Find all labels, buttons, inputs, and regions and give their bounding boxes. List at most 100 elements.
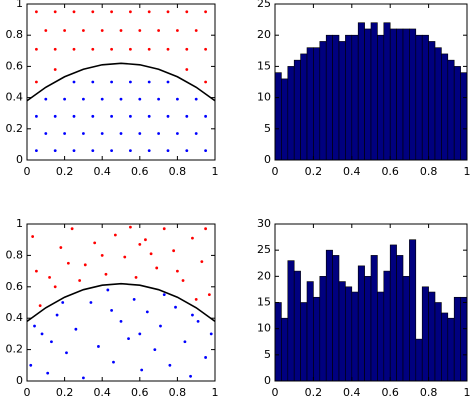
x-tick-label: 0.8 (169, 386, 187, 399)
point (176, 29, 179, 32)
point (207, 293, 211, 297)
x-tick-label: 0.6 (381, 386, 399, 399)
point (53, 285, 57, 289)
x-tick-label: 0 (24, 386, 31, 399)
bar (415, 34, 423, 161)
point (119, 132, 123, 135)
point (166, 80, 170, 84)
y-tick-label: 15 (257, 59, 271, 72)
bar (460, 72, 468, 161)
y-tick-label: 0.2 (6, 343, 24, 356)
bar (319, 276, 327, 382)
y-tick-label: 0 (264, 153, 271, 166)
point (157, 97, 161, 101)
y-tick-label: 10 (257, 91, 271, 104)
point (191, 313, 194, 317)
y-tick-label: 0.6 (6, 280, 24, 293)
point (72, 80, 76, 84)
bar (383, 22, 391, 161)
point (157, 132, 161, 135)
point (35, 149, 38, 153)
bar (434, 302, 442, 382)
x-tick-label: 1 (464, 386, 471, 399)
boundary-curve (26, 62, 216, 102)
point (44, 29, 48, 32)
point (110, 10, 113, 14)
point (123, 255, 127, 259)
y-tick-label: 0.4 (6, 311, 24, 324)
y-tick-label: 30 (257, 217, 271, 230)
point (110, 149, 113, 153)
point (53, 47, 57, 51)
point (194, 297, 198, 301)
point (55, 313, 59, 317)
point (176, 269, 179, 273)
bar (434, 47, 442, 161)
point (50, 340, 53, 344)
point (204, 114, 208, 118)
bar (313, 47, 321, 161)
bar (389, 244, 397, 382)
bar (293, 270, 301, 382)
bar (332, 34, 340, 161)
point (129, 114, 132, 118)
bar (274, 72, 282, 161)
point (63, 97, 66, 101)
bar (415, 338, 423, 382)
point (63, 29, 66, 32)
point (53, 68, 57, 71)
y-tick-label: 0.6 (6, 59, 24, 72)
bar (441, 312, 449, 382)
bar (281, 317, 289, 382)
x-tick-label: 0.8 (420, 165, 438, 178)
point (162, 293, 166, 297)
point (112, 360, 115, 364)
point (53, 149, 57, 153)
point (72, 10, 76, 14)
point (147, 80, 151, 84)
x-tick-label: 1 (212, 165, 219, 178)
bar (319, 41, 327, 161)
point (204, 47, 208, 51)
bar (300, 53, 308, 161)
point (38, 304, 42, 308)
point (166, 10, 170, 14)
bar (460, 296, 468, 382)
point (83, 263, 87, 267)
point (191, 236, 194, 240)
point (147, 10, 151, 14)
point (204, 356, 208, 359)
point (110, 114, 113, 118)
point (185, 10, 189, 14)
bar (364, 276, 372, 382)
point (194, 29, 198, 32)
point (200, 260, 204, 264)
point (155, 266, 159, 270)
bar (338, 41, 346, 161)
point (82, 132, 85, 135)
y-tick-label: 25 (257, 243, 271, 256)
bar (447, 59, 455, 161)
point (138, 97, 142, 101)
x-tick-label: 0.4 (343, 386, 361, 399)
point (176, 97, 179, 101)
x-tick-label: 0.6 (131, 386, 149, 399)
point (44, 132, 48, 135)
bar (345, 34, 353, 161)
point (157, 29, 161, 32)
point (35, 47, 38, 51)
point (129, 225, 132, 229)
point (176, 132, 179, 135)
bar (370, 255, 378, 382)
point (46, 371, 50, 375)
y-tick-label: 0 (264, 374, 271, 387)
x-tick-label: 1 (212, 386, 219, 399)
point (166, 47, 170, 51)
point (35, 80, 38, 84)
bar (409, 239, 417, 382)
point (82, 376, 85, 380)
y-tick-label: 10 (257, 322, 271, 335)
point (100, 132, 104, 135)
y-tick-label: 1 (16, 0, 23, 10)
